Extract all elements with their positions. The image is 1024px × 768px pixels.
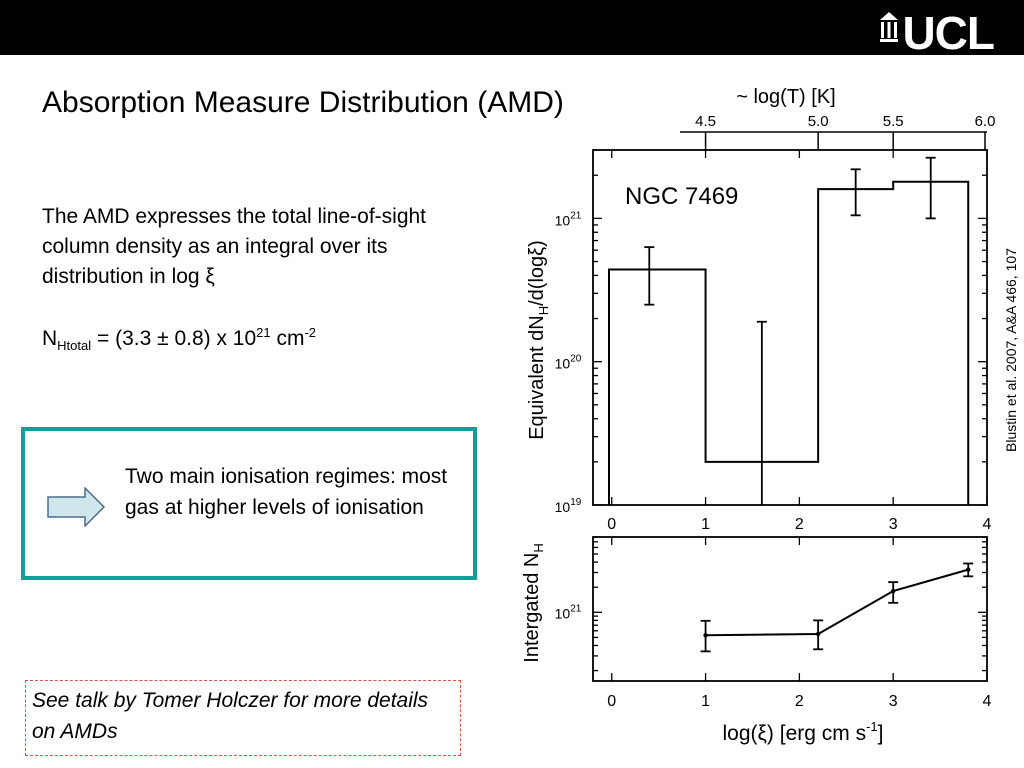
- integrated-x-tick-label: 4: [983, 693, 992, 710]
- tick-exp: 20: [570, 354, 582, 365]
- ionisation-callout: Two main ionisation regimes: most gas at…: [21, 427, 477, 580]
- integrated-x-tick-label: 1: [701, 693, 710, 710]
- chart-annotation: NGC 7469: [625, 183, 738, 210]
- integrated-y-ticks: 1021: [555, 536, 987, 672]
- histogram-x-tick-label: 3: [889, 516, 898, 533]
- integrated-point: [966, 567, 971, 572]
- column-density-formula: NHtotal = (3.3 ± 0.8) x 1021 cm-2: [42, 325, 316, 353]
- tick-base: 10: [555, 356, 571, 372]
- temperature-axis-label: ~ log(T) [K]: [736, 86, 835, 108]
- histogram-error-bars: [644, 156, 936, 505]
- tick-base: 10: [555, 499, 571, 515]
- y-label-main: Intergated N: [521, 553, 543, 663]
- histogram-x-tick-label: 2: [795, 516, 804, 533]
- tick-exp: 21: [570, 603, 582, 614]
- histogram-x-tick-label: 0: [607, 516, 616, 533]
- page-title: Absorption Measure Distribution (AMD): [42, 86, 564, 119]
- tick-exp: 19: [570, 497, 582, 508]
- amd-description: The AMD expresses the total line-of-sigh…: [42, 205, 427, 288]
- temperature-tick-label: 4.5: [695, 113, 716, 130]
- histogram-y-tick-label: 1021: [555, 210, 582, 228]
- x-label-exp: -1: [866, 719, 878, 734]
- histogram-y-label: Equivalent dNH/d(logξ): [526, 240, 551, 440]
- histogram-step-line: [608, 180, 970, 505]
- integrated-x-ticks: 0 1 2 3 4: [607, 537, 992, 710]
- integrated-point: [815, 631, 821, 637]
- integrated-x-tick-label: 0: [607, 693, 616, 710]
- temperature-axis-ticks: 4.5 5.0 5.5 6.0: [695, 113, 995, 150]
- y-label-sub: H: [536, 306, 551, 315]
- integrated-nh-chart: 1021 0 1 2 3 4 Intergated NH log(ξ) [erg cm …: [521, 536, 992, 745]
- integrated-y-tick-label: 1021: [555, 603, 582, 621]
- y-label-end: /d(logξ): [526, 240, 548, 306]
- top-bar: UCL: [0, 0, 1024, 59]
- formula-unit-exp: -2: [304, 325, 317, 340]
- integrated-y-label: Intergated NH: [521, 543, 546, 662]
- amd-chart: 4.5 5.0 5.5 6.0 ~ log(T) [K] NGC 7469 10191…: [521, 86, 995, 745]
- formula-unit: cm: [270, 327, 305, 350]
- temperature-tick-label: 6.0: [975, 113, 996, 130]
- portico-icon: [880, 12, 899, 42]
- formula-exp: 21: [256, 325, 271, 340]
- right-arrow-icon: [47, 487, 105, 527]
- formula-lhs: N: [42, 327, 58, 350]
- histogram-y-tick-label: 1019: [555, 497, 582, 515]
- temperature-tick-label: 5.5: [883, 113, 904, 130]
- integrated-x-tick-label: 2: [795, 693, 804, 710]
- integrated-frame: [592, 536, 988, 682]
- integrated-point: [890, 588, 896, 594]
- histogram-x-tick-label: 4: [983, 516, 992, 533]
- talk-note: See talk by Tomer Holczer for more detai…: [25, 680, 461, 756]
- tick-base: 10: [555, 605, 571, 621]
- y-label-sub: H: [531, 543, 546, 552]
- amd-histogram: 4.5 5.0 5.5 6.0 ~ log(T) [K] NGC 7469 10191…: [526, 86, 995, 533]
- integrated-x-label: log(ξ) [erg cm s-1]: [722, 719, 883, 745]
- tick-base: 10: [555, 212, 571, 228]
- integrated-line: [705, 568, 969, 637]
- histogram-frame: [592, 149, 988, 506]
- callout-text: Two main ionisation regimes: most gas at…: [125, 465, 448, 519]
- histogram-x-tick-label: 1: [701, 516, 710, 533]
- x-label-main: log(ξ) [erg cm s: [722, 722, 866, 745]
- histogram-x-ticks: 0 1 2 3 4: [607, 150, 992, 533]
- integrated-point: [703, 633, 708, 638]
- histogram-y-tick-label: 1020: [555, 354, 582, 372]
- temperature-tick-label: 5.0: [808, 113, 829, 130]
- integrated-points: [700, 562, 974, 653]
- ucl-logo: UCL: [880, 6, 995, 60]
- logo-text: UCL: [902, 7, 995, 59]
- tick-exp: 21: [570, 210, 582, 221]
- integrated-x-tick-label: 3: [889, 693, 898, 710]
- formula-middle: = (3.3 ± 0.8) x 10: [91, 327, 257, 350]
- formula-lhs-sub: Htotal: [57, 338, 92, 354]
- y-label-main: Equivalent dN: [526, 315, 548, 440]
- x-label-end: ]: [878, 722, 884, 745]
